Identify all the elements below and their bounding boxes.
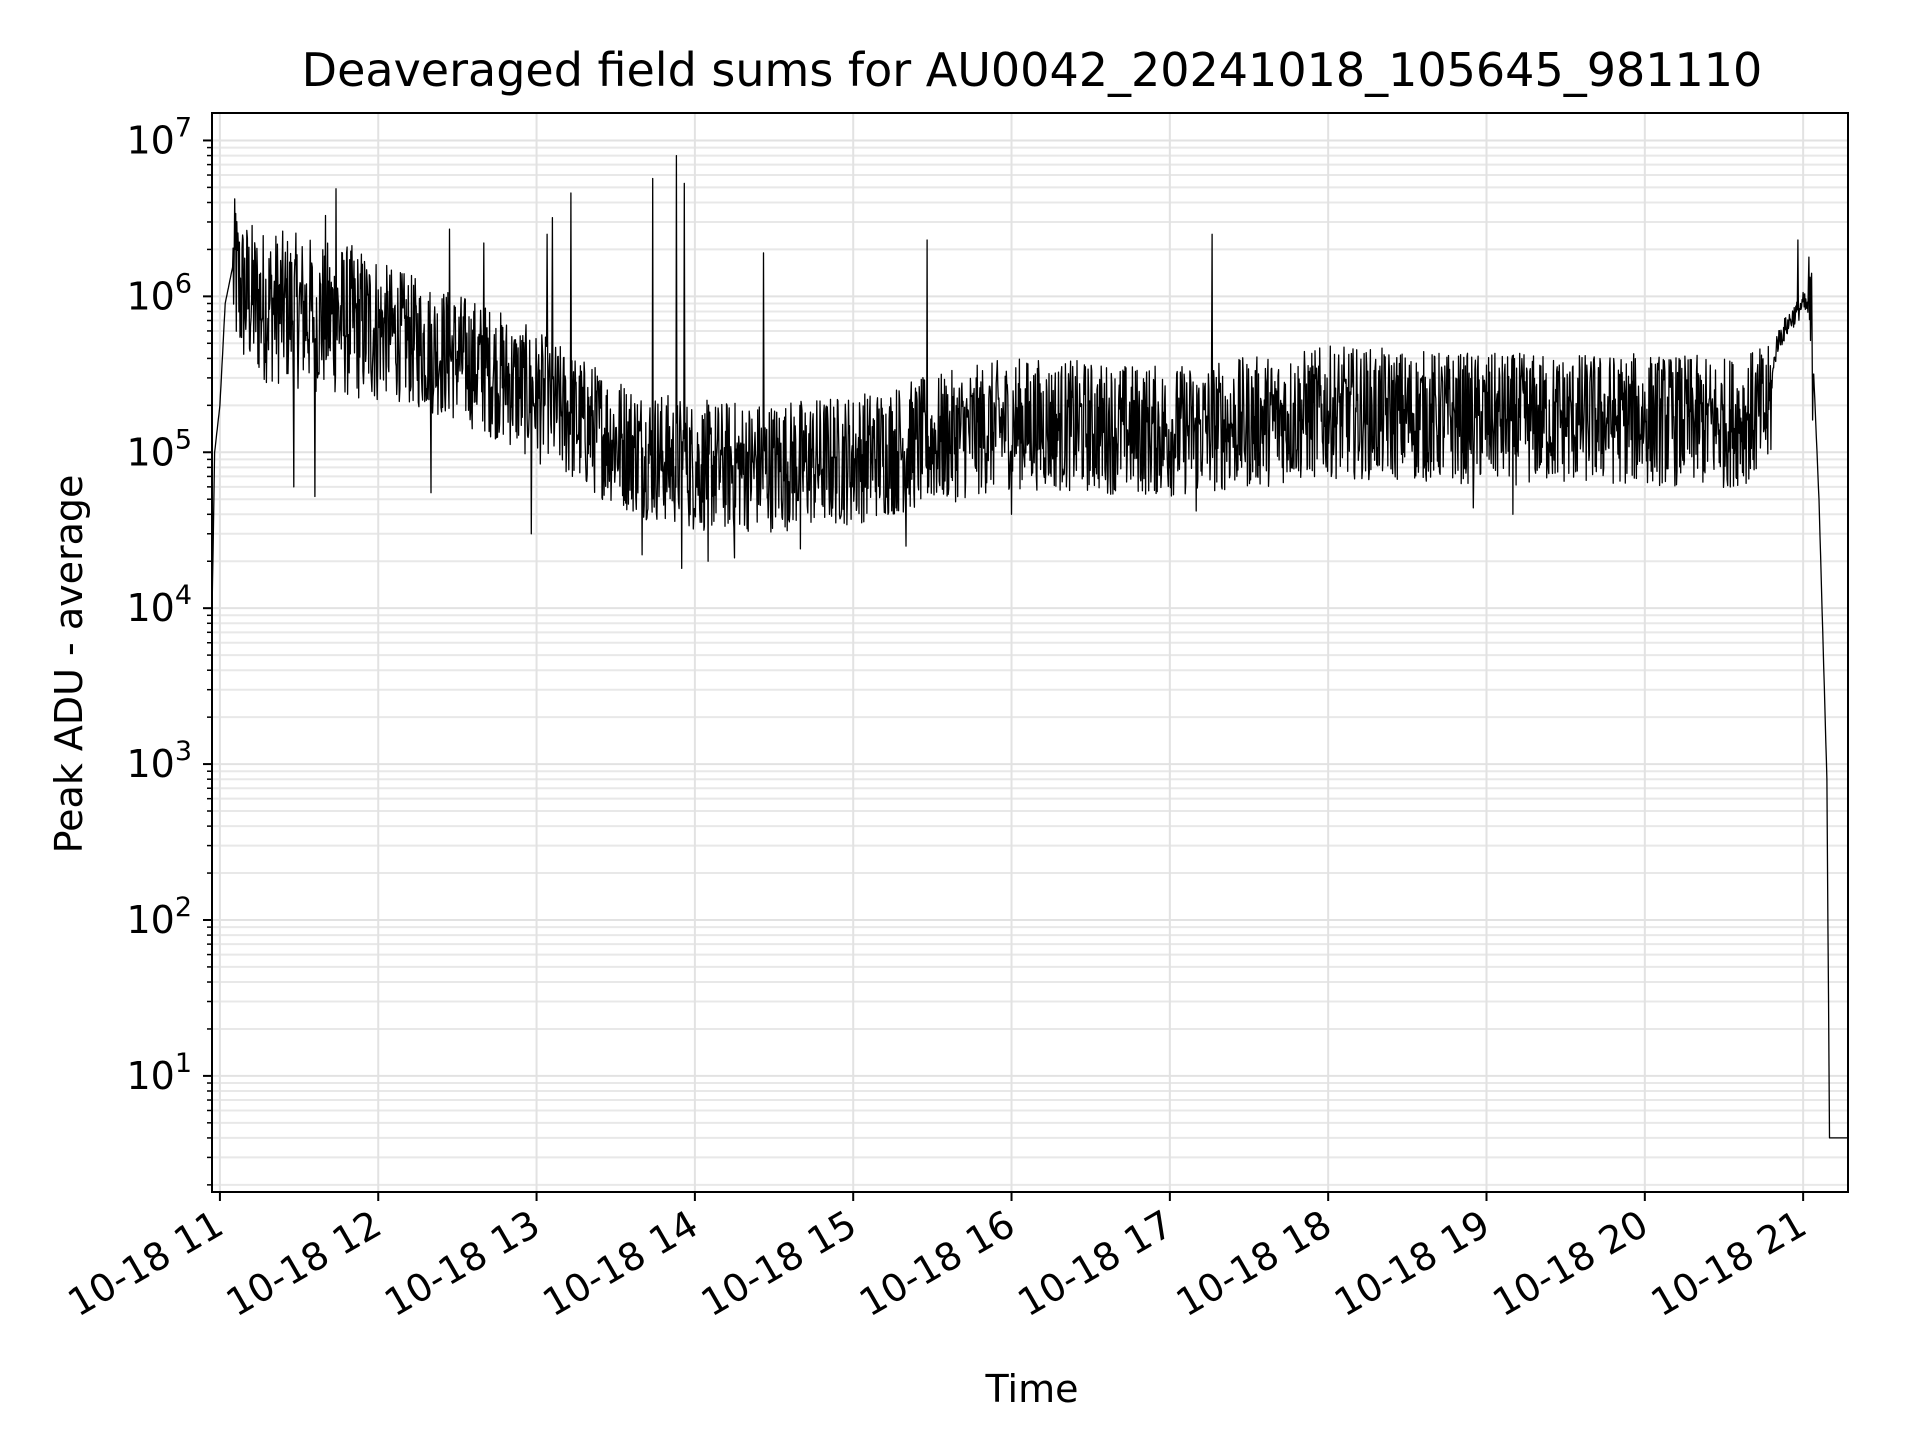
y-tick-label: 101 [126,1048,192,1098]
y-tick-label: 105 [126,424,192,474]
y-axis-label: Peak ADU - average [47,475,91,854]
x-axis-label: Time [985,1367,1079,1411]
y-tick-label: 102 [126,892,192,942]
y-tick-label: 106 [126,268,192,318]
grid [212,113,1848,1192]
chart-title: Deaveraged field sums for AU0042_2024101… [302,43,1763,97]
plot-frame [211,112,1849,1193]
y-tick-label: 104 [126,580,192,630]
y-tick-label: 103 [126,736,192,786]
series-layer [211,154,1849,1139]
series-line [211,154,1849,1139]
y-tick-label: 107 [126,112,192,162]
